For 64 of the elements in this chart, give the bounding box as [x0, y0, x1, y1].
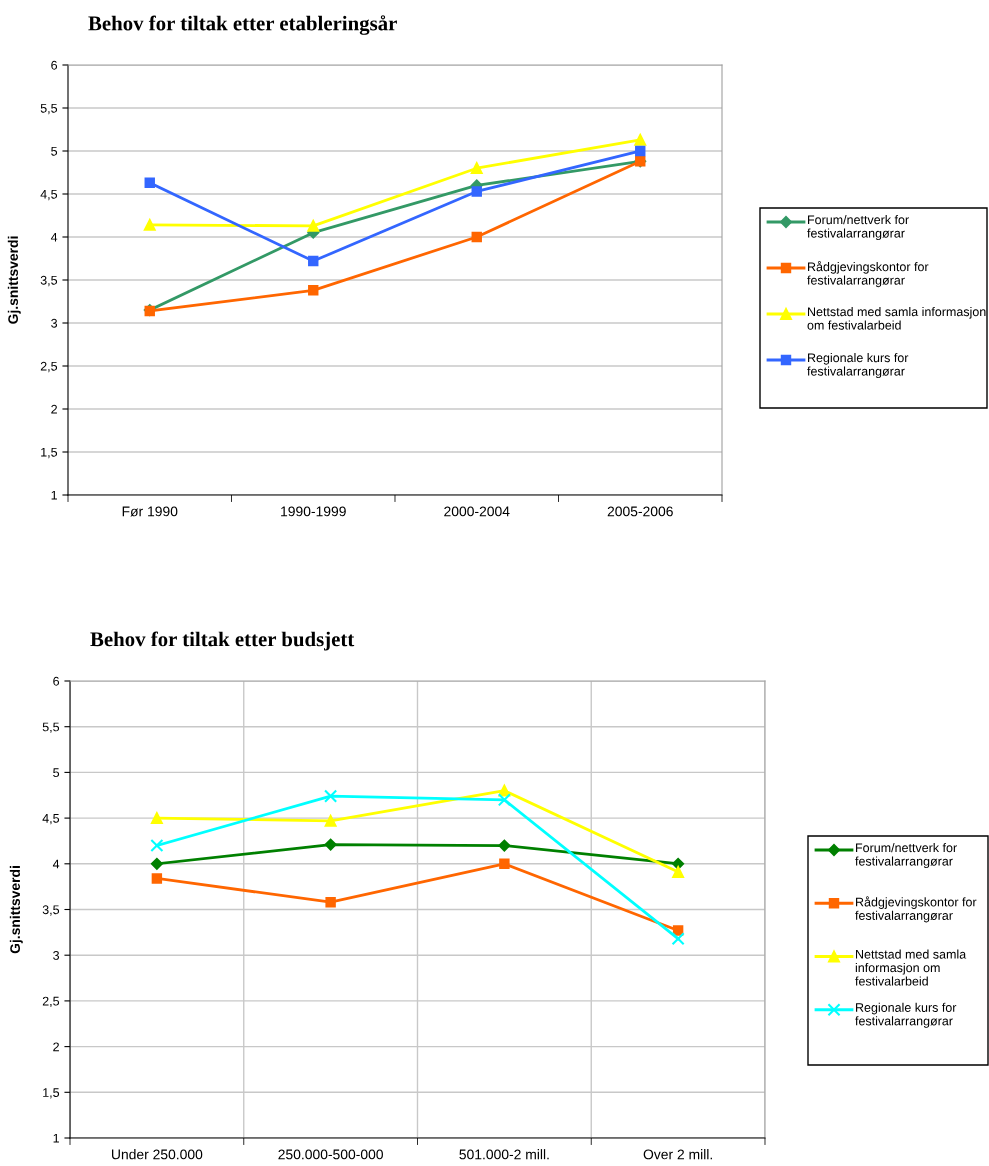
point — [634, 133, 647, 146]
point — [150, 838, 164, 853]
y-tick-label: 1 — [51, 490, 57, 500]
chart-title: Behov for tiltak etter etableringsår — [88, 15, 397, 35]
point — [635, 145, 646, 157]
y-tick-label: 4,5 — [40, 189, 58, 201]
y-tick-label: 4 — [52, 859, 60, 869]
y-tick-label: 4,5 — [42, 814, 60, 825]
point — [307, 219, 320, 232]
x-tick-label: Over 2 mill. — [643, 1149, 712, 1160]
legend-label: Forum/nettverk for festivalarrangørar — [855, 843, 957, 869]
y-tick-label: 3 — [53, 951, 60, 960]
y-tick-label: 6 — [51, 60, 58, 70]
y-tick-label: 3,5 — [42, 905, 60, 916]
x-tick-label: 2005-2006 — [607, 506, 673, 517]
y-tick-label: 2,5 — [40, 361, 58, 373]
point — [144, 177, 155, 189]
point — [498, 839, 511, 852]
chart-title: Behov for tiltak etter budsjett — [90, 631, 355, 651]
y-tick-label: 5,5 — [42, 722, 60, 733]
legend-label: Rådgjevingskontor for festivalarrangørar — [855, 896, 977, 923]
y-axis-title: Gj.snittsverdi — [9, 866, 23, 954]
point — [150, 857, 163, 870]
point — [308, 285, 319, 296]
legend-label: Nettstad med samla informasjon om festivalarbeid — [855, 949, 967, 986]
point — [672, 925, 684, 936]
point — [471, 231, 482, 243]
y-tick-label: 2,5 — [42, 996, 60, 1008]
legend-label: Regionale kurs for festivalarrangørar — [855, 1002, 957, 1028]
y-tick-label: 3 — [51, 318, 58, 328]
x-tick-label: 501.000-2 mill. — [459, 1149, 549, 1160]
point — [308, 255, 319, 267]
y-tick-label: 5 — [51, 146, 58, 156]
y-tick-label: 4 — [50, 232, 58, 242]
point — [499, 858, 510, 870]
point — [324, 814, 337, 827]
point — [671, 932, 685, 946]
point — [151, 873, 163, 884]
legend-label: Regionale kurs for festivalarrangørar — [807, 353, 909, 379]
legend-label: Nettstad med samla informasjon om festivalarbeid — [807, 307, 986, 330]
legend-label: Rådgjevingskontor for festivalarrangørar — [807, 261, 929, 288]
x-tick-label: 2000-2004 — [444, 506, 510, 517]
x-tick-label: Før 1990 — [122, 506, 178, 517]
y-tick-label: 2 — [53, 1042, 59, 1052]
point — [324, 838, 337, 851]
y-tick-label: 1 — [53, 1133, 59, 1143]
point — [471, 186, 482, 197]
x-tick-label: Under 250.000 — [112, 1149, 203, 1160]
y-tick-label: 2 — [51, 404, 57, 414]
point — [324, 789, 338, 803]
y-axis-title: Gj.snittsverdi — [7, 236, 21, 324]
point — [497, 793, 511, 807]
point — [325, 896, 336, 908]
y-tick-label: 3,5 — [40, 275, 58, 287]
point — [150, 812, 163, 824]
x-tick-label: 250.000-500-000 — [278, 1149, 383, 1160]
y-tick-label: 6 — [53, 676, 60, 686]
y-tick-label: 5 — [53, 768, 60, 778]
y-tick-label: 1,5 — [43, 1088, 60, 1099]
x-tick-label: 1990-1999 — [281, 506, 346, 517]
point — [470, 162, 483, 175]
legend-label: Forum/nettverk for festivalarrangørar — [807, 215, 909, 241]
y-tick-label: 1,5 — [41, 447, 58, 459]
y-tick-label: 5,5 — [40, 103, 58, 115]
